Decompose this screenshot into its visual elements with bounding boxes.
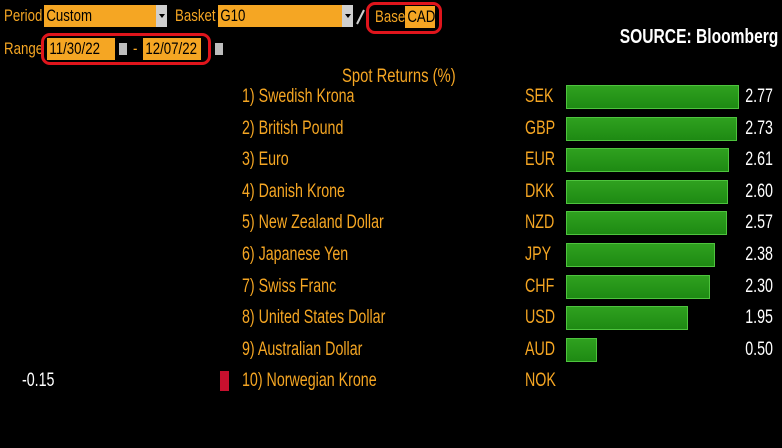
row-code: DKK	[525, 180, 555, 202]
row-name[interactable]: 2) British Pound	[242, 117, 344, 139]
bar-value-label: 2.57	[745, 212, 773, 234]
period-value: Custom	[46, 6, 93, 25]
bar-value-label: 2.38	[745, 244, 773, 265]
row-code: EUR	[525, 149, 556, 171]
range-end-value: 12/07/22	[145, 39, 197, 58]
row-code: JPY	[525, 244, 552, 265]
bar	[566, 179, 728, 204]
bar	[566, 306, 688, 331]
row-name[interactable]: 9) Australian Dollar	[242, 338, 363, 360]
bar	[566, 274, 710, 299]
period-label: Period	[4, 6, 43, 25]
bar-value-label: 2.77	[745, 86, 773, 107]
bar	[566, 148, 729, 173]
period-dropdown-chevron-icon[interactable]	[156, 5, 167, 27]
range-end-field[interactable]: 12/07/22	[143, 38, 201, 60]
bar-value-label: 1.95	[745, 307, 773, 329]
row-name[interactable]: 10) Norwegian Krone	[242, 370, 377, 392]
range-label: Range	[4, 39, 44, 58]
bar	[566, 85, 739, 109]
base-highlight-box	[366, 2, 442, 34]
negative-bar	[220, 371, 229, 392]
row-code: CHF	[525, 275, 555, 297]
row-code: GBP	[525, 117, 556, 139]
range-separator: -	[133, 39, 138, 58]
row-code: NOK	[525, 370, 556, 392]
bar	[566, 243, 715, 267]
bar-value-label: 0.50	[745, 338, 773, 360]
range-start-value: 11/30/22	[49, 39, 100, 58]
row-code: AUD	[525, 338, 556, 360]
basket-dropdown-chevron-icon[interactable]	[342, 5, 353, 27]
row-name[interactable]: 4) Danish Krone	[242, 180, 345, 202]
base-field[interactable]: CAD	[405, 6, 435, 28]
row-name[interactable]: 8) United States Dollar	[242, 307, 386, 329]
base-label: Base	[375, 7, 406, 26]
bar-value-label: 2.61	[745, 149, 773, 171]
basket-field[interactable]: G10	[218, 5, 342, 27]
source-label: SOURCE: Bloomberg	[619, 26, 778, 48]
range-start-field[interactable]: 11/30/22	[47, 38, 115, 60]
negative-value-label: -0.15	[22, 370, 55, 392]
row-name[interactable]: 6) Japanese Yen	[242, 244, 349, 265]
row-code: USD	[525, 307, 556, 329]
bar-value-label: 2.73	[745, 117, 773, 139]
row-name[interactable]: 1) Swedish Krona	[242, 86, 355, 107]
bar-value-label: 2.60	[745, 180, 773, 202]
bar	[566, 337, 597, 362]
range-highlight-box	[41, 33, 211, 65]
base-value: CAD	[407, 7, 436, 26]
row-code: NZD	[525, 212, 555, 234]
bar	[566, 116, 737, 141]
calendar-end-icon[interactable]	[214, 42, 224, 56]
bar-value-label: 2.30	[745, 275, 773, 297]
row-name[interactable]: 7) Swiss Franc	[242, 275, 337, 297]
row-code: SEK	[525, 86, 554, 107]
bar	[566, 211, 727, 236]
chart-title: Spot Returns (%)	[342, 66, 456, 87]
period-field[interactable]: Custom	[44, 5, 156, 27]
pencil-icon[interactable]	[355, 7, 365, 25]
basket-label: Basket	[175, 6, 216, 25]
basket-value: G10	[220, 6, 246, 25]
row-name[interactable]: 5) New Zealand Dollar	[242, 212, 384, 234]
row-name[interactable]: 3) Euro	[242, 149, 289, 171]
calendar-start-icon[interactable]	[118, 42, 128, 56]
